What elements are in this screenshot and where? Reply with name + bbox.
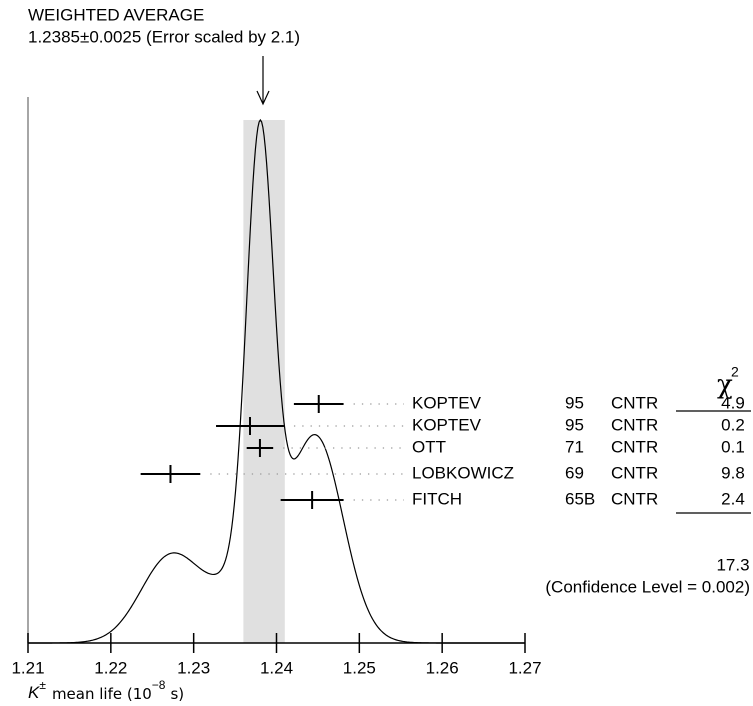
technique: CNTR — [611, 463, 658, 482]
average-band — [243, 120, 285, 643]
chi2: 4.9 — [721, 393, 745, 412]
chi2: 0.1 — [721, 437, 745, 456]
chart-title: WEIGHTED AVERAGE — [28, 5, 204, 24]
chart-subtitle: 1.2385±0.0025 (Error scaled by 2.1) — [28, 27, 300, 46]
author: KOPTEV — [412, 393, 482, 412]
chi2: 0.2 — [721, 415, 745, 434]
year: 95 — [565, 393, 584, 412]
chi2: 9.8 — [721, 463, 745, 482]
author: OTT — [412, 437, 446, 456]
chi2-total: 17.3 — [716, 555, 749, 574]
x-label-tail: s) — [170, 685, 184, 703]
chi2-sup: 2 — [731, 364, 739, 380]
x-tick-label: 1.27 — [508, 658, 541, 677]
chi2: 2.4 — [721, 489, 745, 508]
author: FITCH — [412, 489, 462, 508]
confidence-level: (Confidence Level = 0.002) — [545, 577, 750, 596]
technique: CNTR — [611, 415, 658, 434]
x-tick-label: 1.23 — [177, 658, 210, 677]
technique: CNTR — [611, 437, 658, 456]
x-label-text: mean life (10 — [52, 685, 152, 703]
author: KOPTEV — [412, 415, 482, 434]
x-tick-label: 1.22 — [94, 658, 127, 677]
x-axis-label: K± mean life (10−8 s) — [28, 678, 184, 702]
technique: CNTR — [611, 393, 658, 412]
ideogram-curve — [28, 118, 525, 644]
year: 69 — [565, 463, 584, 482]
author: LOBKOWICZ — [412, 463, 514, 482]
x-label-sup: ± — [39, 678, 46, 692]
year: 65B — [565, 489, 595, 508]
year: 95 — [565, 415, 584, 434]
x-label-exp: −8 — [152, 678, 166, 692]
year: 71 — [565, 437, 584, 456]
average-arrowhead — [256, 90, 270, 106]
x-tick-label: 1.21 — [11, 658, 44, 677]
x-tick-label: 1.24 — [260, 658, 293, 677]
x-tick-label: 1.26 — [426, 658, 459, 677]
x-tick-label: 1.25 — [343, 658, 376, 677]
technique: CNTR — [611, 489, 658, 508]
chi2-symbol: χ — [717, 370, 733, 400]
x-label-base: K — [28, 683, 40, 702]
